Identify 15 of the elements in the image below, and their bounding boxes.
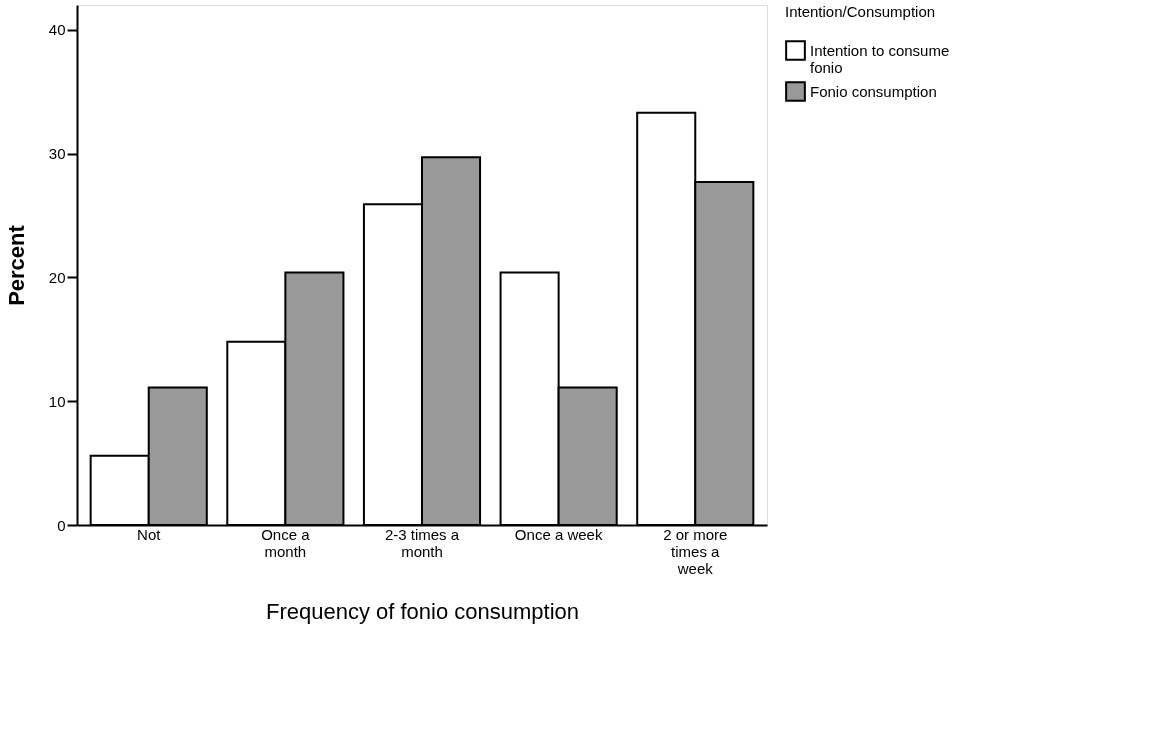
x-axis-title: Frequency of fonio consumption <box>265 598 580 624</box>
y-axis-title: Percent <box>3 224 29 306</box>
x-tick-label: 2 or more times a week <box>663 525 728 577</box>
x-tick-label: Not <box>137 525 162 543</box>
y-tick-label: 40 <box>48 21 66 39</box>
y-tick-label: 10 <box>48 392 66 410</box>
legend-label: Intention to consume fonio <box>810 41 950 76</box>
x-tick-label: Once a month <box>261 525 311 560</box>
x-tick-label: Once a week <box>514 525 603 543</box>
x-tick-label: 2-3 times a month <box>384 525 460 560</box>
y-tick-label: 30 <box>48 145 66 163</box>
legend-label: Fonio consumption <box>810 82 937 100</box>
y-tick-label: 20 <box>48 268 66 286</box>
legend-title: Intention/Consumption <box>785 3 936 20</box>
y-tick-label: 0 <box>57 516 66 534</box>
